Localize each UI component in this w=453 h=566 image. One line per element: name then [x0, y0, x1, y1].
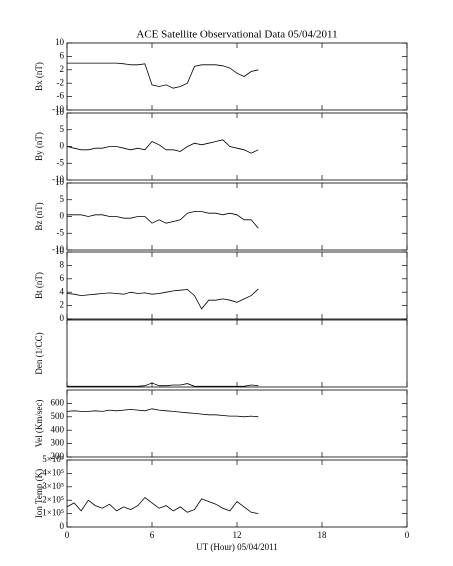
data-line: [66, 496, 259, 514]
y-tick-label: 200: [51, 451, 65, 461]
x-axis-label: UT (Hour) 05/04/2011: [196, 542, 278, 552]
x-tick-label: 12: [233, 530, 242, 540]
y-axis-label: By (nT): [34, 132, 44, 161]
y-tick-label: -10: [52, 104, 64, 114]
y-axis-label: Den (1/CC): [34, 332, 44, 374]
y-tick-label: 4×10⁵: [42, 467, 64, 477]
y-tick-label: 2: [60, 300, 65, 310]
y-axis-label: Bz (nT): [34, 202, 44, 230]
y-tick-label: 0: [60, 313, 65, 323]
y-tick-label: -6: [57, 91, 65, 101]
data-line: [66, 408, 259, 418]
panel-frame: [66, 319, 408, 388]
y-tick-label: -10: [52, 174, 64, 184]
y-tick-label: 6: [60, 273, 65, 283]
y-axis-label: Bt (nT): [34, 272, 44, 299]
y-tick-label: 10: [55, 246, 65, 256]
y-tick-label: 3×10⁵: [42, 481, 64, 491]
data-line: [66, 139, 259, 154]
y-tick-label: 6: [60, 50, 65, 60]
chart-title: ACE Satellite Observational Data 05/04/2…: [136, 29, 337, 41]
panel-frame: [66, 389, 408, 458]
y-tick-label: 500: [51, 411, 65, 421]
y-tick-label: -2: [57, 77, 65, 87]
data-line: [66, 288, 259, 310]
panel-frame: [66, 42, 408, 111]
y-tick-label: 5: [60, 194, 65, 204]
x-tick-label: 18: [318, 530, 328, 540]
y-tick-label: 0: [60, 141, 65, 151]
y-tick-label: 5: [60, 124, 65, 134]
panel-frame: [66, 251, 408, 320]
y-tick-label: 300: [51, 438, 65, 448]
y-tick-label: 2×10⁵: [42, 494, 64, 504]
y-tick-label: -5: [57, 227, 65, 237]
y-tick-label: -10: [52, 244, 64, 254]
data-line: [67, 382, 259, 387]
y-tick-label: 0: [60, 521, 65, 531]
panel-frame: [66, 459, 408, 528]
y-tick-label: 10: [55, 37, 65, 47]
x-tick-label: 0: [405, 530, 410, 540]
y-tick-label: 10: [55, 107, 65, 117]
y-axis-label: Bx (nT): [34, 62, 44, 91]
y-tick-label: 400: [51, 424, 65, 434]
x-tick-label: 0: [65, 530, 70, 540]
x-tick-label: 6: [150, 530, 155, 540]
y-tick-label: 5×10⁵: [42, 454, 64, 464]
y-tick-label: 8: [60, 259, 65, 269]
y-tick-label: 2: [60, 64, 65, 74]
y-axis-label: Vel (Km/sec): [34, 400, 44, 448]
y-tick-label: 4: [60, 286, 65, 296]
y-tick-label: -5: [57, 157, 65, 167]
y-tick-label: 10: [55, 177, 65, 187]
data-line: [67, 211, 259, 229]
y-tick-label: 0: [60, 211, 65, 221]
y-axis-label: Ion Temp (K): [34, 469, 44, 518]
y-tick-label: 600: [51, 397, 65, 407]
data-line: [67, 62, 259, 89]
y-tick-label: 1×10⁵: [42, 508, 64, 518]
